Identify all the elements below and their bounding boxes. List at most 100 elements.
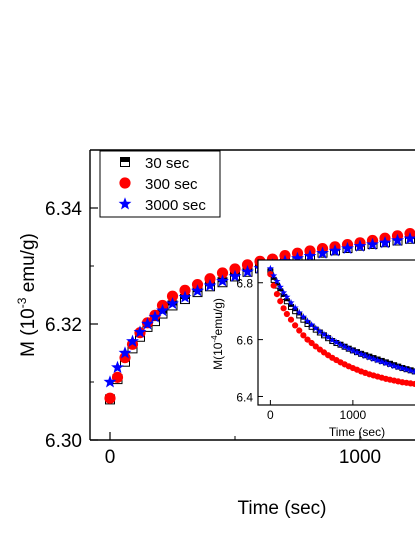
x-tick-label: 1000 <box>339 447 381 468</box>
inset-data-point <box>300 332 307 339</box>
data-point <box>403 231 415 245</box>
inset-data-point <box>345 344 353 352</box>
data-point <box>178 290 192 303</box>
data-point <box>241 265 254 278</box>
data-point <box>291 251 304 264</box>
x-tick-label: 0 <box>105 447 116 468</box>
inset-data-point <box>312 324 320 332</box>
inset-data-point <box>390 362 398 370</box>
inset-frame <box>257 259 415 406</box>
data-point <box>216 274 229 287</box>
inset-data-point <box>270 271 278 279</box>
inset-data-point <box>277 298 284 305</box>
data-point <box>118 346 132 359</box>
inset-data-point <box>402 365 411 373</box>
data-point <box>316 246 329 259</box>
inset-y-tick-label: 6.8 <box>236 277 253 291</box>
inset-x-tick-label: 1000 <box>340 408 367 422</box>
inset-series-300-sec <box>267 271 415 388</box>
inset-data-point <box>369 355 378 362</box>
inset-data-point-fill <box>267 268 273 272</box>
inset-data-point <box>357 350 365 358</box>
inset-data-point <box>328 336 336 344</box>
legend: 30 sec 300 sec 3000 sec <box>99 150 221 218</box>
inset-data-point <box>374 356 382 364</box>
inset-data-point <box>304 336 311 343</box>
y-axis-label-main: M (10 <box>18 308 39 357</box>
inset-y-tick-label: 6.6 <box>236 334 253 348</box>
data-point <box>228 269 242 282</box>
data-point <box>191 284 204 297</box>
data-point <box>148 310 162 323</box>
inset-data-point <box>361 352 369 359</box>
data-point <box>133 325 147 338</box>
inset-series-3000-sec <box>266 264 415 375</box>
inset-data-point-fill <box>271 277 277 280</box>
inset-data-point <box>308 321 316 328</box>
inset-y-tick-label: 6.4 <box>236 390 253 404</box>
inset-data-point <box>411 367 415 375</box>
inset-data-point <box>320 330 328 338</box>
y-axis-label: M (10-3 emu/g) <box>15 233 39 357</box>
inset-data-point-fill <box>292 308 298 312</box>
data-point <box>229 263 241 275</box>
inset-data-point-fill <box>281 294 287 297</box>
inset-x-axis-label: Time (sec) <box>329 425 385 439</box>
inset-data-point <box>365 353 373 361</box>
inset-data-point <box>299 313 307 320</box>
inset-data-point <box>394 363 402 371</box>
data-point <box>166 296 179 310</box>
inset-data-point <box>273 277 281 285</box>
x-axis-label: Time (sec) <box>237 498 326 519</box>
inset-data-point <box>291 304 299 311</box>
inset-data-point <box>296 327 303 334</box>
data-point <box>203 278 217 292</box>
inset-data-point <box>273 291 281 298</box>
inset-data-point <box>411 380 415 388</box>
data-point <box>166 290 179 302</box>
inset-data-point <box>283 293 291 300</box>
legend-marker <box>118 197 132 210</box>
y-tick-label: 6.30 <box>45 431 82 452</box>
data-point <box>241 259 254 271</box>
inset-data-point <box>382 359 390 367</box>
inset-data-point <box>386 360 394 368</box>
data-point <box>141 317 154 330</box>
inset-x-tick-label: 0 <box>267 408 274 422</box>
inset-data-point <box>316 327 324 335</box>
inset-data-point <box>336 340 345 348</box>
legend-label: 300 sec <box>145 176 198 193</box>
inset-y-axis-label: M(10-4emu/g) <box>210 298 225 370</box>
data-point <box>103 375 117 388</box>
data-point <box>303 249 317 262</box>
legend-marker <box>120 157 130 167</box>
inset-data-point <box>276 283 284 291</box>
inset-y-axis-label-main: M(10 <box>211 342 225 370</box>
legend-marker <box>119 177 131 189</box>
data-point <box>111 360 124 373</box>
data-point <box>104 392 116 404</box>
inset-data-point-fill <box>284 298 290 302</box>
inset-data-point <box>283 310 290 318</box>
inset-data-point <box>295 308 303 316</box>
y-axis-label-unit: emu/g) <box>18 233 39 297</box>
data-point <box>328 244 342 257</box>
main-plot: 6.306.326.34010002000Time (sec)M (10-3 e… <box>15 149 415 519</box>
inset-data-point <box>280 288 288 296</box>
inset-plot: 6.46.66.8010002000Time (sec)M(10-4emu/g) <box>210 259 415 439</box>
inset-data-point <box>349 346 357 354</box>
main-data <box>103 227 415 405</box>
data-point <box>366 237 379 250</box>
y-tick-label: 6.32 <box>45 315 82 336</box>
data-point <box>179 284 191 296</box>
inset-data-point <box>280 305 287 312</box>
inset-data-point <box>287 316 295 323</box>
inset-data <box>266 264 415 388</box>
inset-data-point <box>324 333 332 341</box>
y-tick-label: 6.34 <box>45 199 82 220</box>
inset-data-point <box>407 366 415 374</box>
inset-data-point <box>378 358 386 365</box>
inset-y-axis-label-exponent: -4 <box>210 335 219 343</box>
inset-data-point-fill <box>296 312 302 316</box>
